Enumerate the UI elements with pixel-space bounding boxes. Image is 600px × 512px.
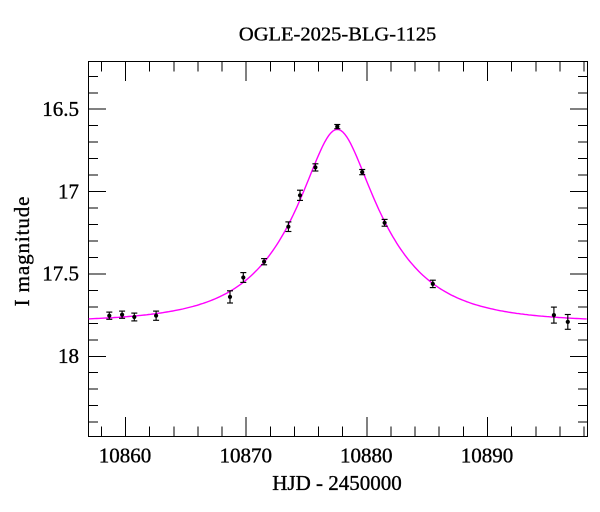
svg-text:I magnitude: I magnitude [10,196,34,307]
svg-text:10870: 10870 [219,444,272,468]
svg-text:17.5: 17.5 [42,262,79,286]
svg-text:10880: 10880 [340,444,393,468]
svg-text:17: 17 [58,179,79,203]
svg-text:OGLE-2025-BLG-1125: OGLE-2025-BLG-1125 [239,24,436,46]
svg-text:HJD - 2450000: HJD - 2450000 [272,471,402,495]
svg-text:10890: 10890 [461,444,514,468]
svg-text:16.5: 16.5 [42,97,79,121]
svg-text:18: 18 [58,344,79,368]
svg-text:10860: 10860 [99,444,152,468]
